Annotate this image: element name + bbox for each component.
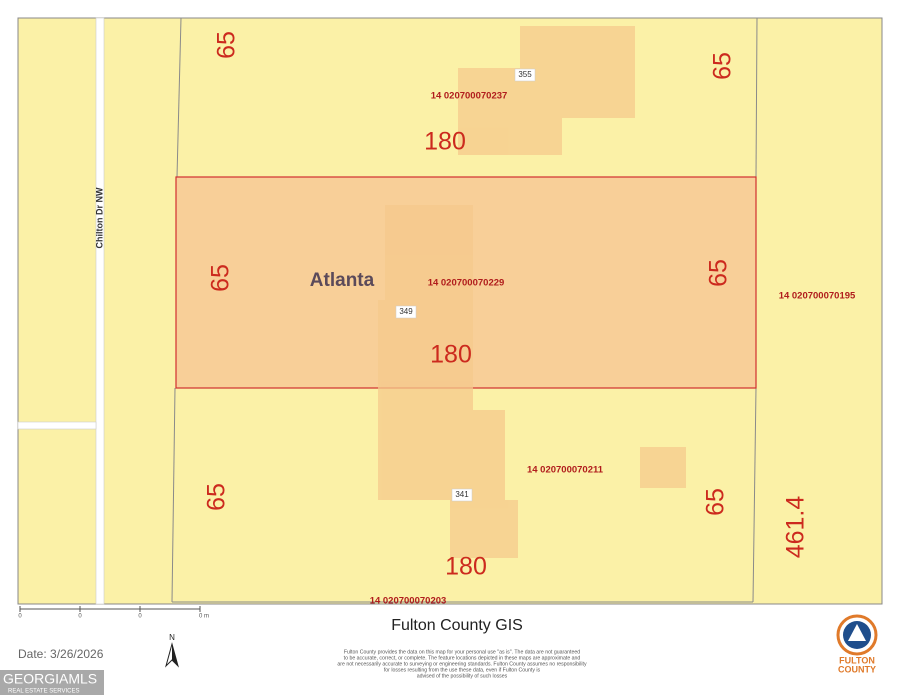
dimension: 65 <box>207 264 235 292</box>
scale-label: 0 m <box>199 614 209 620</box>
disclaimer-line: for losses resulting from the use these … <box>384 667 541 673</box>
address: 355 <box>518 70 532 79</box>
address-box <box>451 488 473 502</box>
parcel-id: 14 020700070211 <box>527 465 604 476</box>
dimension: 65 <box>705 259 733 287</box>
disclaimer-line: advised of the possibility of such losse… <box>417 673 508 679</box>
dimension: 65 <box>702 488 730 516</box>
parcel-id: 14 020700070229 <box>428 278 505 289</box>
dimension: 65 <box>203 483 231 511</box>
scale-label: 0 <box>78 614 82 620</box>
disclaimer-line: Fulton County provides the data on this … <box>344 649 580 655</box>
disclaimer-line: to be accurate, correct, or complete. Th… <box>344 655 581 661</box>
parcel-lines <box>171 17 758 603</box>
logo-text: FULTON <box>839 655 875 665</box>
dimension: 180 <box>430 341 472 369</box>
north-label: N <box>169 633 175 642</box>
road <box>95 17 105 605</box>
dimension: 65 <box>213 31 241 59</box>
city-label: Atlanta <box>310 270 375 291</box>
dimension: 461.4 <box>782 496 810 559</box>
address-box <box>395 305 417 319</box>
parcel-id: 14 020700070203 <box>370 596 447 607</box>
scale-label: 0 <box>18 614 22 620</box>
dimension: 180 <box>424 128 466 156</box>
scale-label: 0 <box>138 614 142 620</box>
north-arrow <box>172 644 178 666</box>
address: 349 <box>399 307 413 316</box>
scale-bar <box>19 606 201 612</box>
logo-text: COUNTY <box>838 664 876 674</box>
disclaimer-line: are not necessarily accurate to surveyin… <box>337 661 587 667</box>
address-box <box>514 68 536 82</box>
dimension: 65 <box>709 52 737 80</box>
mls-name: GEORGIAMLS <box>3 671 97 687</box>
street-label: Chilton Dr NW <box>94 187 104 248</box>
address: 341 <box>455 490 469 499</box>
road <box>17 421 97 430</box>
parcel-id: 14 020700070237 <box>431 91 508 102</box>
dimension: 180 <box>445 553 487 581</box>
date: Date: 3/26/2026 <box>18 647 104 661</box>
mls-sub: REAL ESTATE SERVICES <box>8 689 79 695</box>
buildings <box>378 26 686 558</box>
parcel-id: 14 020700070195 <box>779 291 856 302</box>
mls-badge <box>0 670 104 695</box>
logo-tree <box>848 624 866 641</box>
footer-title: Fulton County GIS <box>391 617 523 634</box>
